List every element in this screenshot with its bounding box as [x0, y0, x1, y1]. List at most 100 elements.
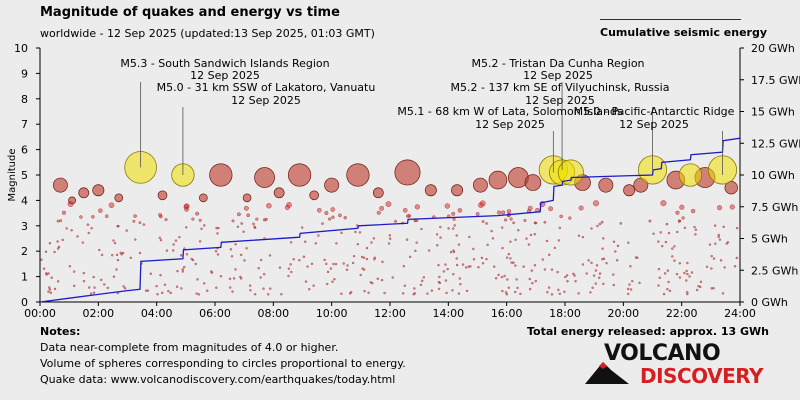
small-quake-point	[491, 237, 495, 240]
y-tick-label: 2	[21, 245, 28, 258]
small-quake-point	[442, 270, 446, 273]
small-quake-point	[175, 285, 179, 288]
small-quake-point	[138, 221, 142, 224]
small-quake-point	[671, 255, 674, 258]
small-quake-point	[68, 265, 72, 268]
small-quake-point	[712, 287, 715, 290]
small-quake-point	[158, 213, 162, 217]
small-quake-point	[342, 262, 345, 265]
small-quake-point	[717, 205, 722, 211]
small-quake-point	[437, 264, 440, 267]
small-quake-point	[219, 275, 223, 278]
y2-tick-label: 5 GWh	[751, 233, 788, 246]
small-quake-point	[452, 273, 455, 276]
small-quake-point	[527, 205, 533, 211]
quake-point	[623, 184, 636, 197]
small-quake-point	[361, 267, 364, 270]
small-quake-point	[436, 244, 439, 247]
small-quake-point	[631, 279, 634, 283]
small-quake-point	[289, 241, 293, 244]
small-quake-point	[42, 267, 46, 270]
small-quake-point	[660, 200, 667, 207]
small-quake-point	[522, 265, 525, 268]
small-quake-point	[324, 211, 329, 215]
y2-tick-label: 12.5 GWh	[751, 137, 800, 150]
x-tick-label: 18:00	[549, 307, 581, 320]
small-quake-point	[195, 211, 200, 216]
x-tick-label: 06:00	[199, 307, 231, 320]
large-quake-point	[678, 163, 703, 187]
small-quake-point	[196, 278, 199, 281]
small-quake-point	[165, 249, 169, 252]
volcano-logo-icon	[585, 362, 629, 384]
small-quake-point	[708, 243, 712, 246]
small-quake-point	[509, 240, 512, 243]
small-quake-point	[612, 273, 615, 276]
small-quake-point	[363, 289, 366, 293]
small-quake-point	[629, 288, 633, 291]
small-quake-point	[668, 289, 672, 293]
small-quake-point	[605, 262, 608, 265]
small-quake-point	[379, 205, 385, 211]
x-tick-label: 04:00	[141, 307, 173, 320]
small-quake-point	[602, 257, 606, 260]
small-quake-point	[675, 210, 680, 215]
small-quake-point	[249, 289, 252, 292]
small-quake-point	[733, 265, 737, 268]
small-quake-point	[178, 236, 181, 239]
small-quake-point	[665, 222, 669, 226]
small-quake-point	[481, 262, 485, 265]
small-quake-point	[673, 259, 676, 262]
small-quake-point	[40, 258, 43, 261]
small-quake-point	[725, 242, 728, 245]
annotation-m51-lata-date: 12 Sep 2025	[475, 118, 545, 131]
small-quake-point	[253, 293, 257, 296]
small-quake-point	[287, 267, 291, 270]
small-quake-point	[100, 278, 103, 281]
small-quake-point	[501, 226, 504, 229]
small-quake-point	[435, 233, 439, 236]
small-quake-point	[592, 274, 596, 277]
small-quake-point	[408, 255, 412, 259]
small-quake-point	[681, 216, 685, 220]
small-quake-point	[564, 275, 567, 279]
small-quake-point	[601, 247, 604, 250]
chart-subtitle: worldwide - 12 Sep 2025 (updated:13 Sep …	[40, 27, 375, 40]
small-quake-point	[246, 213, 250, 218]
small-quake-point	[164, 218, 168, 222]
small-quake-point	[86, 223, 90, 226]
small-quake-point	[115, 268, 118, 271]
small-quake-point	[356, 243, 359, 246]
small-quake-point	[563, 290, 566, 293]
small-quake-point	[73, 284, 76, 287]
small-quake-point	[185, 226, 188, 229]
y-tick-label: 3	[21, 220, 28, 233]
small-quake-point	[543, 268, 547, 271]
small-quake-point	[667, 231, 671, 235]
small-quake-point	[389, 237, 392, 240]
small-quake-point	[714, 242, 717, 245]
small-quake-point	[267, 293, 270, 296]
note-data-source[interactable]: Quake data: www.volcanodiscovery.com/ear…	[40, 373, 396, 386]
small-quake-point	[325, 262, 328, 265]
small-quake-point	[590, 261, 593, 264]
small-quake-point	[658, 276, 661, 279]
small-quake-point	[304, 280, 308, 283]
small-quake-point	[365, 246, 369, 250]
small-quake-point	[614, 250, 617, 253]
small-quake-point	[452, 227, 455, 230]
small-quake-point	[338, 213, 342, 218]
small-quake-point	[81, 241, 84, 244]
small-quake-point	[612, 240, 616, 243]
small-quake-point	[352, 255, 356, 258]
small-quake-point	[415, 241, 418, 244]
small-quake-point	[723, 266, 726, 269]
small-quake-point	[56, 280, 60, 283]
small-quake-point	[230, 255, 234, 258]
small-quake-point	[290, 270, 293, 274]
small-quake-point	[541, 258, 544, 261]
small-quake-point	[331, 280, 334, 283]
x-tick-label: 08:00	[257, 307, 289, 320]
small-quake-point	[514, 264, 517, 267]
y-tick-label: 8	[21, 93, 28, 106]
